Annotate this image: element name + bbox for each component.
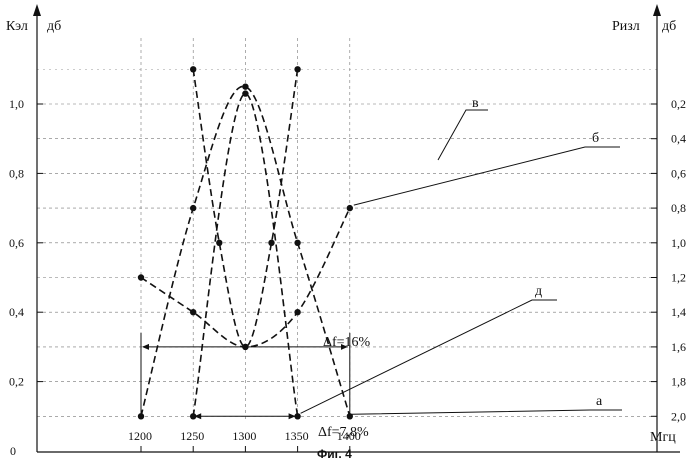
data-point-v: [294, 66, 300, 72]
bandwidth-label-wide: Δf=16%: [323, 335, 371, 350]
left-axis-tick-label: 0,6: [9, 236, 24, 250]
x-axis-tick-label: 1350: [285, 429, 309, 443]
left-axis-tick-label: 0,2: [9, 375, 24, 389]
curve-label-d: д: [535, 284, 542, 299]
leader-line-d: [301, 300, 557, 413]
x-axis-tick-label: 1250: [180, 429, 204, 443]
left-axis-tick-label: 1,0: [9, 97, 24, 111]
right-axis-tick-label: 1,0: [671, 236, 686, 250]
left-axis-tick-label: 0,4: [9, 305, 24, 319]
data-point-a: [294, 240, 300, 246]
right-axis-tick-label: 0,4: [671, 132, 686, 146]
data-point-a: [242, 83, 248, 89]
x-axis-tick-label: 1200: [128, 429, 152, 443]
curve-label-a: а: [596, 394, 603, 409]
data-point-v: [268, 240, 274, 246]
right-axis-tick-label: 1,6: [671, 340, 686, 354]
data-point-b: [294, 309, 300, 315]
x-axis-unit-label: Мгц: [650, 430, 676, 445]
data-point-b: [190, 309, 196, 315]
leader-line-a: [352, 410, 622, 414]
data-point-a: [190, 205, 196, 211]
right-axis-tick-label: 2,0: [671, 409, 686, 423]
curve-label-v: в: [472, 96, 479, 111]
leader-line-b: [354, 147, 620, 205]
bandwidth-label-narrow: Δf=7,8%: [318, 425, 369, 440]
right-axis-unit: дб: [662, 19, 676, 34]
right-axis-tick-label: 1,8: [671, 375, 686, 389]
right-axis-tick-label: 1,2: [671, 271, 686, 285]
data-point-b: [347, 205, 353, 211]
curve-label-b: б: [592, 131, 599, 146]
x-axis-tick-label: 1300: [232, 429, 256, 443]
right-axis-tick-label: 0,6: [671, 166, 686, 180]
right-axis-tick-label: 0,8: [671, 201, 686, 215]
data-point-v: [190, 66, 196, 72]
right-axis-tick-label: 1,4: [671, 305, 686, 319]
figure-caption: Фиг. 4: [317, 447, 352, 461]
left-axis-arrow-icon: [33, 4, 41, 16]
left-axis-unit: дб: [47, 19, 61, 34]
left-axis-title: Кэл: [6, 19, 28, 34]
right-axis-title: Ризл: [612, 19, 640, 34]
data-point-d: [242, 90, 248, 96]
data-point-b: [138, 274, 144, 280]
right-axis-tick-label: 0,2: [671, 97, 686, 111]
left-axis-tick-label: 0: [10, 444, 16, 458]
grid-lines: [37, 38, 657, 421]
data-point-v: [216, 240, 222, 246]
left-axis-tick-label: 0,8: [9, 166, 24, 180]
right-axis-arrow-icon: [653, 4, 661, 16]
leader-line-v: [438, 110, 488, 160]
